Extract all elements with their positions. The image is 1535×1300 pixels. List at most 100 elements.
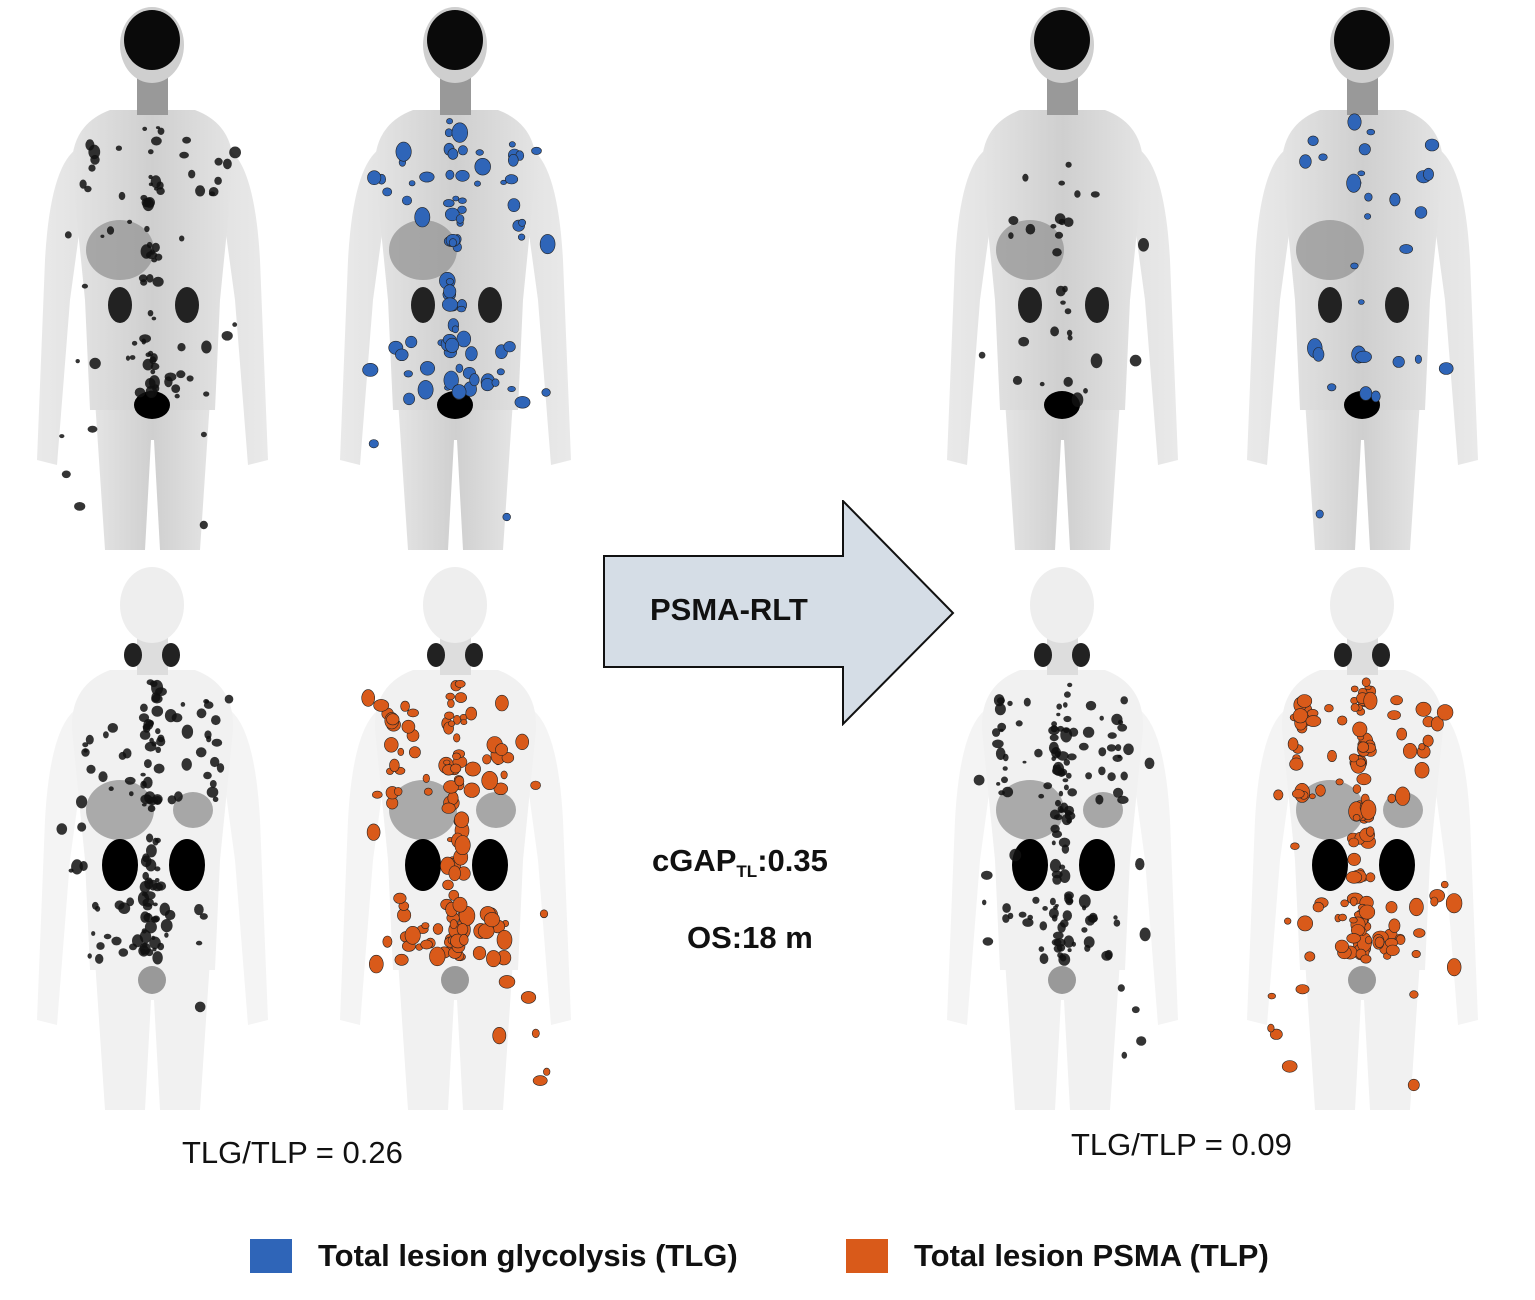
tlp-lesion xyxy=(443,759,451,766)
tlg-lesion xyxy=(1307,135,1319,147)
uptake-focus xyxy=(1083,388,1088,394)
uptake-focus xyxy=(142,942,148,948)
tlp-lesion xyxy=(361,689,376,707)
tlp-lesion xyxy=(454,835,471,856)
uptake-focus xyxy=(1049,858,1062,873)
legend-item-tlg: Total lesion glycolysis (TLG) xyxy=(250,1238,738,1274)
uptake-focus xyxy=(1090,353,1103,369)
tlp-lesion xyxy=(1315,784,1326,797)
bladder xyxy=(134,391,170,419)
uptake-focus xyxy=(206,786,219,798)
tlp-lesion xyxy=(1295,984,1310,995)
uptake-focus xyxy=(1067,335,1073,341)
uptake-focus xyxy=(978,351,986,359)
tlp-lesion xyxy=(1396,727,1407,741)
arm xyxy=(340,710,571,1025)
tlp-lesion xyxy=(1348,837,1359,848)
tlp-lesion xyxy=(1352,814,1361,822)
treatment-label: PSMA-RLT xyxy=(650,592,808,627)
uptake-focus xyxy=(147,804,156,813)
uptake-focus xyxy=(1025,223,1036,235)
tlp-lesion xyxy=(1409,990,1419,999)
uptake-focus xyxy=(195,747,207,758)
tlg-lesion xyxy=(458,197,467,204)
uptake-focus xyxy=(176,370,186,379)
tlg-lesion xyxy=(474,158,491,176)
tlp-lesion xyxy=(389,758,400,772)
uptake-focus xyxy=(1058,790,1064,797)
tlg-lesion xyxy=(455,170,470,182)
tlp-lesion xyxy=(1297,915,1313,932)
tlg-lesion xyxy=(469,373,480,387)
tlp-lesion xyxy=(397,747,405,756)
uptake-focus xyxy=(1051,756,1056,762)
tlp-lesion xyxy=(1385,901,1398,914)
tlp-lesion xyxy=(454,776,465,787)
uptake-focus xyxy=(212,796,219,802)
uptake-focus xyxy=(214,176,222,185)
tlg-lesion xyxy=(456,305,466,313)
uptake-focus xyxy=(1129,354,1142,367)
uptake-focus xyxy=(1060,727,1073,743)
tlp-lesion xyxy=(373,699,390,712)
uptake-focus xyxy=(994,703,1006,716)
uptake-focus xyxy=(1058,218,1066,226)
uptake-focus xyxy=(1123,743,1134,756)
kidney xyxy=(478,287,502,323)
uptake-focus xyxy=(107,723,119,733)
uptake-focus xyxy=(155,728,161,735)
tlp-lesion xyxy=(1338,913,1347,922)
tlp-lesion xyxy=(1430,896,1439,907)
uptake-focus xyxy=(1081,927,1088,933)
tlg-lesion xyxy=(1355,350,1372,364)
legs xyxy=(398,400,513,550)
uptake-focus xyxy=(211,738,223,747)
tlp-lesion xyxy=(1269,1028,1283,1040)
uptake-focus xyxy=(1085,772,1092,780)
uptake-focus xyxy=(1034,748,1043,758)
torso xyxy=(374,110,537,410)
tlp-lesion xyxy=(1349,917,1358,924)
uptake-focus xyxy=(95,953,104,964)
tlg-lesion xyxy=(1423,167,1434,181)
tlg-lesion xyxy=(1347,113,1362,131)
tlp-lesion xyxy=(1267,1023,1275,1033)
tlp-lesion xyxy=(459,933,469,946)
uptake-focus xyxy=(1002,914,1010,923)
uptake-focus xyxy=(171,713,183,723)
uptake-focus xyxy=(1054,231,1064,239)
uptake-focus xyxy=(1117,723,1128,732)
legs xyxy=(398,960,513,1110)
uptake-focus xyxy=(1065,161,1072,168)
bladder xyxy=(437,391,473,419)
tlp-lesion xyxy=(1387,710,1401,720)
tlg-lesion xyxy=(419,171,435,183)
uptake-focus xyxy=(1113,919,1121,927)
uptake-focus xyxy=(81,283,88,289)
kidney xyxy=(472,839,508,891)
cgap-metric: cGAPTL:0.35 xyxy=(652,843,828,881)
tlg-lesion xyxy=(1350,262,1359,270)
uptake-focus xyxy=(142,358,154,371)
uptake-focus xyxy=(1135,858,1145,871)
uptake-focus xyxy=(221,331,233,341)
uptake-focus xyxy=(1052,874,1062,885)
uptake-focus xyxy=(149,936,161,950)
uptake-focus xyxy=(167,795,177,805)
uptake-focus xyxy=(1078,742,1089,751)
tlg-lesion xyxy=(1359,386,1373,401)
tlp-lesion xyxy=(460,719,468,725)
uptake-focus xyxy=(118,948,129,957)
uptake-focus xyxy=(143,719,154,730)
uptake-focus xyxy=(216,763,225,773)
uptake-focus xyxy=(1099,715,1104,721)
tlp-lesion xyxy=(386,713,400,726)
tlp-lesion xyxy=(515,733,529,750)
tlg-lesion xyxy=(403,392,415,406)
uptake-focus xyxy=(77,822,87,832)
uptake-focus xyxy=(164,376,173,388)
uptake-focus xyxy=(995,747,1006,760)
uptake-focus xyxy=(157,734,165,743)
tlp-lesion xyxy=(1334,939,1349,954)
uptake-focus xyxy=(182,136,192,144)
